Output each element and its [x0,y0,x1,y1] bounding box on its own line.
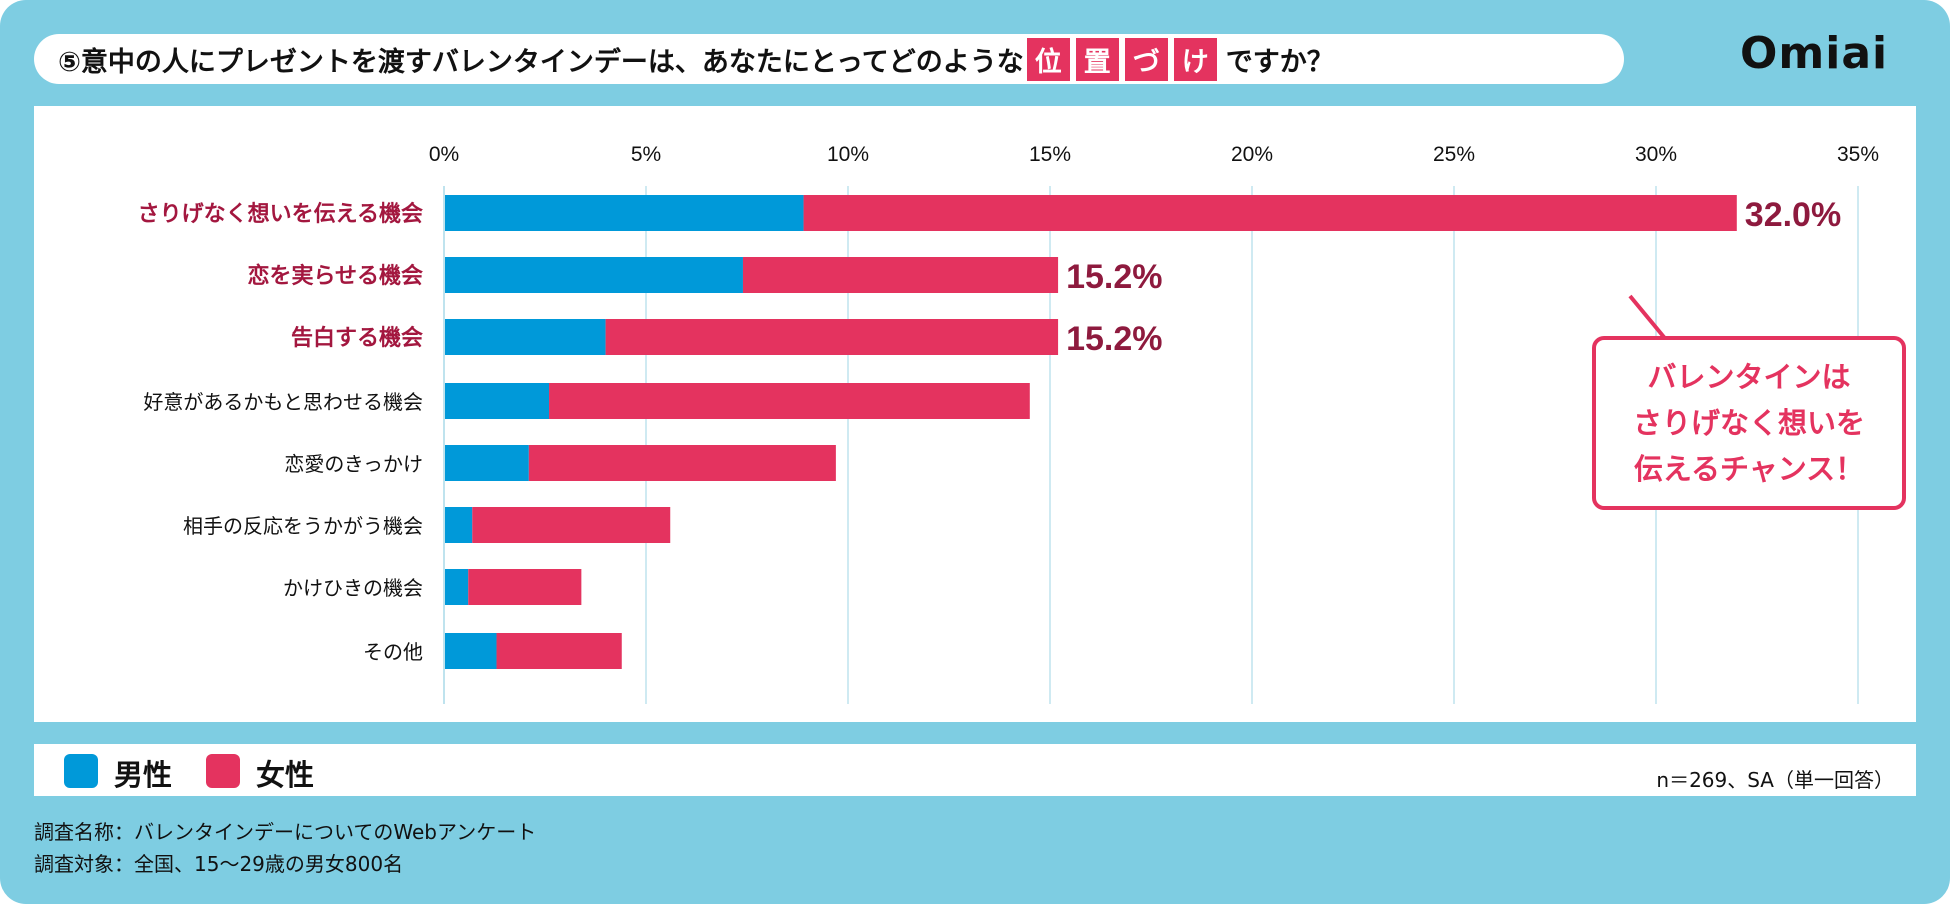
x-tick-label: 20% [1231,143,1273,166]
legend-label-male: 男性 [114,758,173,792]
title-highlight: 置 [1075,37,1119,81]
bar-segment [444,569,469,605]
bar-segment [803,195,1737,231]
chart-title: ⑤意中の人にプレゼントを渡すバレンタインデーは、あなたにとってどのような 位 置… [34,34,1624,84]
bar-segment [528,445,836,481]
survey-target: 調査対象：全国、15～29歳の男女800名 [34,852,404,876]
annotation-callout: バレンタインは さりげなく想いを 伝えるチャンス！ [1592,336,1906,510]
bar-segment [444,257,743,293]
sample-note: n＝269、SA（単一回答） [1656,768,1894,792]
x-tick-label: 15% [1029,143,1071,166]
category-label: その他 [363,640,423,664]
bar-segment [468,569,582,605]
title-text: ⑤意中の人にプレゼントを渡すバレンタインデーは、あなたにとってどのような [58,46,1024,78]
legend-label-female: 女性 [256,758,315,792]
bar-segment [605,319,1059,355]
legend: 男性 女性 n＝269、SA（単一回答） [34,744,1916,796]
category-label: かけひきの機会 [283,576,423,600]
annotation-line: 伝えるチャンス！ [1633,452,1865,486]
annotation-line: さりげなく想いを [1632,406,1865,440]
x-tick-label: 35% [1837,143,1879,166]
annotation-line: バレンタインは [1647,360,1851,394]
data-label: 32.0% [1745,196,1841,234]
x-tick-label: 30% [1635,143,1677,166]
title-highlight: け [1173,37,1217,81]
category-label: 好意があるかもと思わせる機会 [143,390,423,414]
x-tick-label: 5% [631,143,661,166]
bar-segment [444,383,550,419]
category-label: 恋愛のきっかけ [284,452,423,476]
title-highlight: 位 [1026,37,1070,81]
bar-segment [549,383,1030,419]
legend-swatch-male [64,754,98,788]
title-text-end: ですか？ [1225,46,1334,78]
x-tick-label: 25% [1433,143,1475,166]
x-tick-label: 10% [827,143,869,166]
data-label: 15.2% [1066,320,1162,358]
survey-name: 調査名称：バレンタインデーについてのWebアンケート [34,820,537,844]
title-highlight: づ [1124,37,1168,81]
bar-segment [444,507,473,543]
bar-segment [444,319,606,355]
bar-segment [444,633,497,669]
category-label: 告白する機会 [291,325,423,351]
category-label: 恋を実らせる機会 [247,263,423,289]
callout-tail [1628,294,1670,344]
bar-segment [472,507,671,543]
bar-segment [444,195,804,231]
data-label: 15.2% [1066,258,1162,296]
x-tick-label: 0% [429,143,459,166]
bar-segment [444,445,529,481]
omiai-logo: Omiai [1740,28,1889,79]
bar-segment [742,257,1059,293]
bar-segment [496,633,622,669]
category-label: さりげなく想いを伝える機会 [138,201,423,227]
legend-swatch-female [206,754,240,788]
category-label: 相手の反応をうかがう機会 [183,514,423,538]
